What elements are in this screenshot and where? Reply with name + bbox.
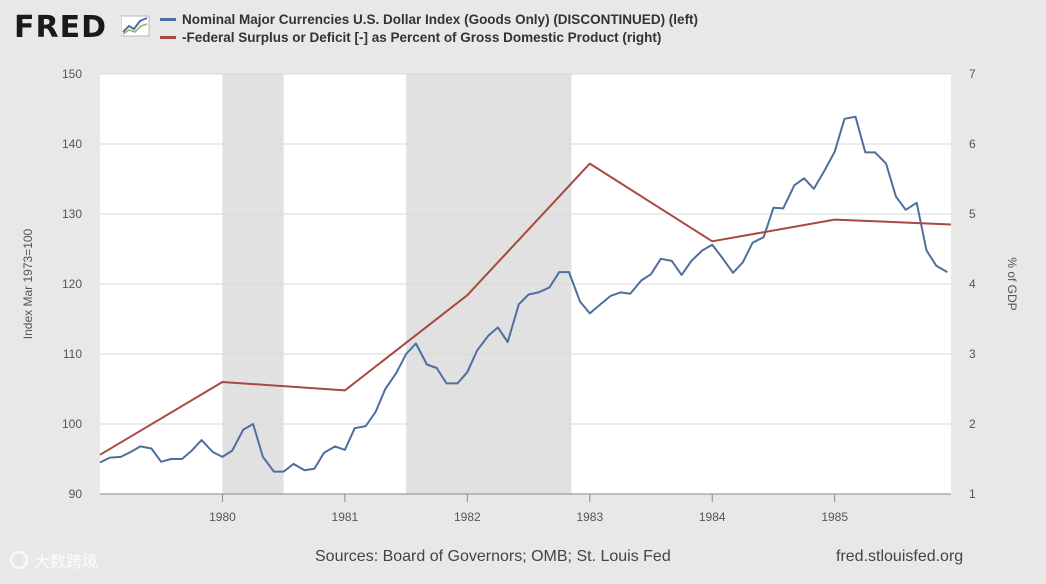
y-tick-label-120: 120: [62, 277, 82, 291]
y2-tick-label-3: 3: [969, 347, 976, 361]
y-tick-label-110: 110: [63, 347, 82, 361]
chart-legend: Nominal Major Currencies U.S. Dollar Ind…: [160, 10, 698, 46]
y2-tick-label-6: 6: [969, 137, 976, 151]
y2-tick-label-1: 1: [969, 487, 976, 501]
legend-item-surplus-deficit: -Federal Surplus or Deficit [-] as Perce…: [160, 28, 698, 46]
y2-tick-label-7: 7: [969, 67, 976, 81]
y-tick-label-150: 150: [62, 67, 82, 81]
x-tick-label-1983: 1983: [576, 510, 603, 524]
fred-chart-icon: [121, 15, 150, 37]
x-tick-label-1981: 1981: [332, 510, 359, 524]
y2-tick-label-5: 5: [969, 207, 976, 221]
x-tick-label-1985: 1985: [821, 510, 848, 524]
fred-url-link[interactable]: fred.stlouisfed.org: [836, 548, 964, 565]
y-axis-title: Index Mar 1973=100: [21, 228, 35, 339]
x-tick-label-1982: 1982: [454, 510, 481, 524]
legend-label-surplus-deficit: -Federal Surplus or Deficit [-] as Perce…: [182, 29, 662, 45]
fred-logo: FRED: [14, 10, 107, 45]
legend-label-dollar-index: Nominal Major Currencies U.S. Dollar Ind…: [182, 11, 699, 27]
y-tick-label-130: 130: [62, 207, 82, 221]
y-tick-label-140: 140: [62, 137, 82, 151]
watermark-text: 大数跨境: [34, 554, 99, 571]
x-tick-label-1984: 1984: [699, 510, 726, 524]
y2-tick-label-4: 4: [969, 277, 976, 291]
legend-swatch-dollar-index: [160, 17, 176, 21]
series-line-1: [99, 162, 952, 456]
watermark: 大数跨境: [10, 548, 98, 572]
sources-text: Sources: Board of Governors; OMB; St. Lo…: [315, 548, 671, 565]
y2-axis-title: % of GDP: [1005, 257, 1019, 310]
series-line-0: [99, 115, 948, 473]
legend-item-dollar-index: Nominal Major Currencies U.S. Dollar Ind…: [160, 10, 698, 28]
legend-swatch-surplus-deficit: [160, 35, 176, 39]
y2-tick-label-2: 2: [969, 417, 976, 431]
y-tick-label-90: 90: [69, 487, 83, 501]
y-tick-label-100: 100: [62, 417, 82, 431]
watermark-logo-icon: [10, 551, 28, 569]
x-tick-label-1980: 1980: [209, 510, 236, 524]
